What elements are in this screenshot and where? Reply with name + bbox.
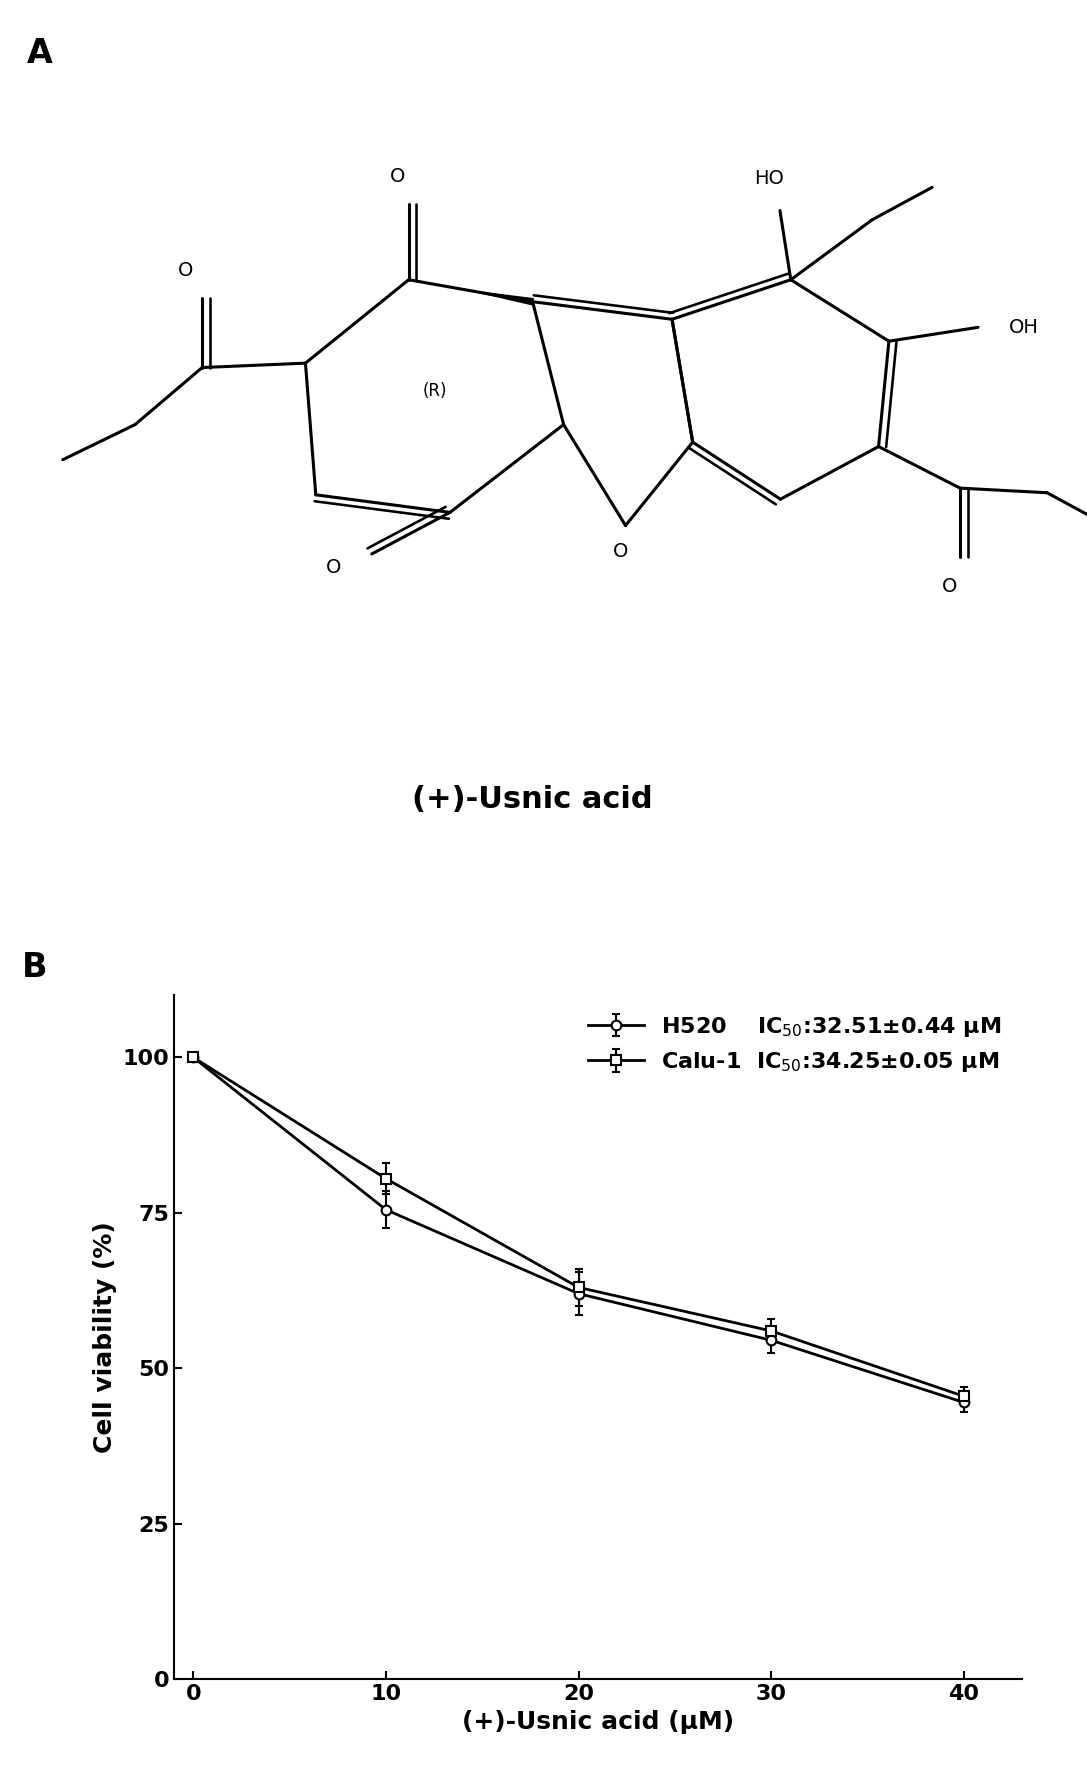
Text: O: O <box>612 542 628 562</box>
Text: O: O <box>390 167 405 187</box>
Text: O: O <box>941 578 957 597</box>
Text: O: O <box>178 261 193 281</box>
Text: (+)-Usnic acid: (+)-Usnic acid <box>412 785 653 814</box>
Text: O: O <box>326 558 341 578</box>
Polygon shape <box>474 291 534 304</box>
Text: A: A <box>27 37 53 69</box>
Text: HO: HO <box>754 169 784 188</box>
Text: (R): (R) <box>423 382 447 400</box>
Text: B: B <box>22 951 47 984</box>
Text: OH: OH <box>1009 318 1038 338</box>
X-axis label: (+)-Usnic acid (μM): (+)-Usnic acid (μM) <box>462 1709 734 1734</box>
Legend: H520    IC$_{50}$:32.51±0.44 μM, Calu-1  IC$_{50}$:34.25±0.05 μM: H520 IC$_{50}$:32.51±0.44 μM, Calu-1 IC$… <box>579 1006 1011 1084</box>
Y-axis label: Cell viability (%): Cell viability (%) <box>92 1221 116 1454</box>
